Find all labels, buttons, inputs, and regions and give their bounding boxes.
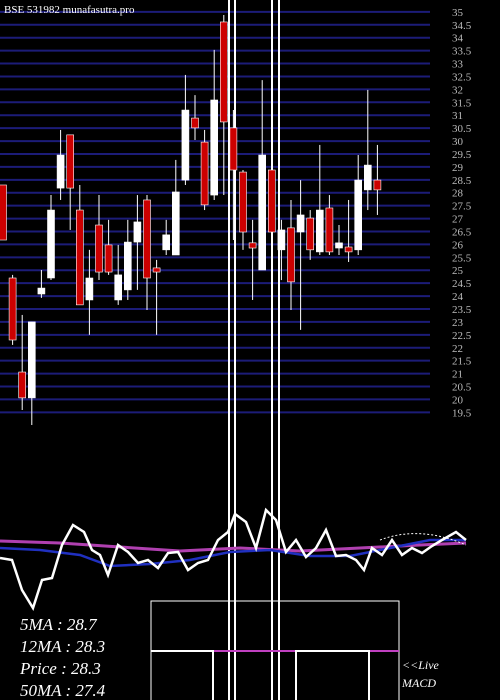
y-tick-label: 26.5 [452,226,472,238]
y-tick-label: 34.5 [452,20,472,32]
candle-body [315,209,324,253]
y-tick-label: 35 [452,7,464,19]
y-tick-label: 24.5 [452,278,472,290]
candle-body [37,287,46,295]
y-tick-label: 33.5 [452,46,472,58]
y-tick-label: 31.5 [452,97,472,109]
indicator-label: Price : 28.3 [19,659,101,678]
y-tick-label: 30 [452,136,464,148]
y-tick-label: 24 [452,291,464,303]
candle-body [267,169,276,233]
candle-body [76,209,84,306]
indicator-labels: 5MA : 28.7 12MA : 28.3 Price : 28.3 50MA : … [19,615,106,700]
live-step [151,650,370,700]
candle-body [162,234,170,251]
y-tick-label: 22.5 [452,330,472,342]
candle-body [306,217,315,251]
y-tick-label: 23.5 [452,304,472,316]
candle-body [354,179,363,251]
y-tick-label: 19.5 [452,407,472,419]
candle-body [191,117,199,129]
candle-body [229,127,238,171]
y-tick-label: 22 [452,343,463,355]
y-tick-label: 23 [452,317,464,329]
candle-body [47,209,55,279]
candle-body [239,171,247,233]
candle-body [248,242,257,249]
candle-body [8,277,17,341]
candle-body [114,274,122,301]
candle-body [104,244,113,273]
y-tick-label: 30.5 [452,123,472,135]
candle-body [27,321,36,399]
candle-body [0,184,7,241]
candles [0,14,382,425]
candle-body [85,277,94,301]
candle-body [335,242,343,249]
live-box [150,600,400,700]
candle-body [133,221,142,243]
y-tick-label: 25 [452,265,464,277]
y-tick-label: 28 [452,188,464,200]
price-oscillator [0,507,467,611]
candle-body [172,191,180,256]
y-tick-label: 32 [452,84,463,96]
y-tick-label: 29.5 [452,149,472,161]
candle-body [258,154,267,271]
candle-body [277,229,286,251]
candle-body [56,154,65,189]
candle-body [344,246,353,253]
y-tick-label: 27.5 [452,201,472,213]
macd-panel [0,507,467,611]
indicator-label: 5MA : 28.7 [20,615,98,634]
y-tick-label: 26 [452,239,464,251]
candle-body [124,241,132,291]
macd-line [0,538,466,568]
y-tick-label: 27 [452,214,464,226]
dotted-line [379,533,467,546]
y-tick-label: 32.5 [452,71,472,83]
candle-body [200,141,209,206]
candle-body [143,199,151,279]
chart-title: BSE 531982 munafasutra.pro [4,4,135,16]
panel-label: MACD [401,676,436,690]
y-tick-label: 28.5 [452,175,472,187]
candle-body [325,207,334,253]
candle-body [373,179,382,191]
candle-body [181,109,190,181]
y-tick-label: 34 [452,33,464,45]
y-tick-label: 21 [452,369,463,381]
indicator-label: 50MA : 27.4 [20,681,106,700]
y-tick-label: 21.5 [452,356,472,368]
candle-body [18,371,27,399]
candle-body [296,214,305,233]
y-tick-label: 20.5 [452,382,472,394]
live-label: <<Live [402,658,440,672]
candle-body [287,227,295,283]
candle-body [220,21,228,123]
candle-body [152,267,161,273]
indicator-label: 12MA : 28.3 [20,637,105,656]
markers [228,0,280,700]
y-tick-label: 29 [452,162,464,174]
y-tick-label: 33 [452,59,464,71]
candle-body [363,164,372,191]
y-tick-label: 25.5 [452,252,472,264]
y-tick-label: 31 [452,110,463,122]
live-frame [150,600,400,700]
y-tick-label: 20 [452,394,464,406]
candle-body [66,134,74,189]
candle-body [95,224,103,273]
candle-body [210,99,218,196]
